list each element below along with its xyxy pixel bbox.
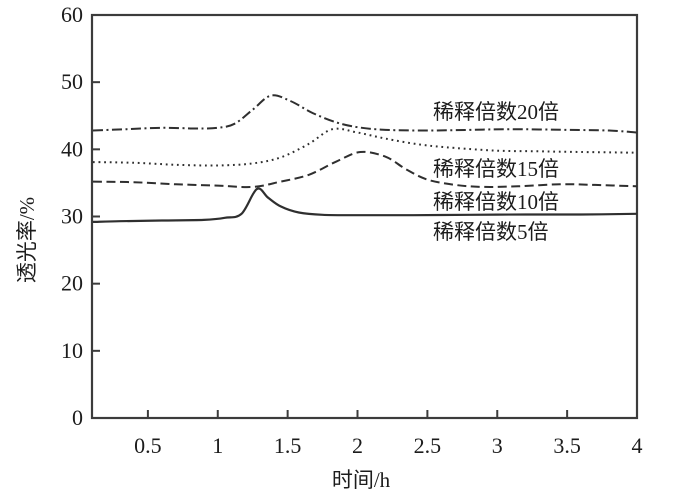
x-tick-label: 0.5 xyxy=(134,433,162,458)
y-tick-label: 50 xyxy=(61,69,83,94)
y-tick-label: 0 xyxy=(72,405,83,430)
series-line-3 xyxy=(92,187,638,223)
y-tick-label: 40 xyxy=(61,136,83,161)
series-line-2 xyxy=(92,150,638,189)
y-tick-label: 20 xyxy=(61,271,83,296)
x-tick-label: 3.5 xyxy=(553,433,581,458)
y-tick-label: 60 xyxy=(61,2,83,27)
series-label-1: 稀释倍数15倍 xyxy=(433,157,559,181)
x-tick-label: 1 xyxy=(212,433,223,458)
series-label-2: 稀释倍数10倍 xyxy=(433,190,559,214)
series-label-3: 稀释倍数5倍 xyxy=(433,220,549,244)
y-tick-label: 10 xyxy=(61,338,83,363)
x-tick-label: 4 xyxy=(632,433,643,458)
x-tick-label: 3 xyxy=(492,433,503,458)
series-label-0: 稀释倍数20倍 xyxy=(433,100,559,124)
series-line-0 xyxy=(92,94,638,134)
x-tick-label: 1.5 xyxy=(274,433,302,458)
y-axis-title: 透光率/% xyxy=(15,196,39,284)
x-tick-label: 2 xyxy=(352,433,363,458)
x-tick-label: 2.5 xyxy=(414,433,442,458)
x-axis-title: 时间/h xyxy=(331,468,391,492)
plot-border xyxy=(90,13,639,420)
y-tick-label: 30 xyxy=(61,204,83,229)
